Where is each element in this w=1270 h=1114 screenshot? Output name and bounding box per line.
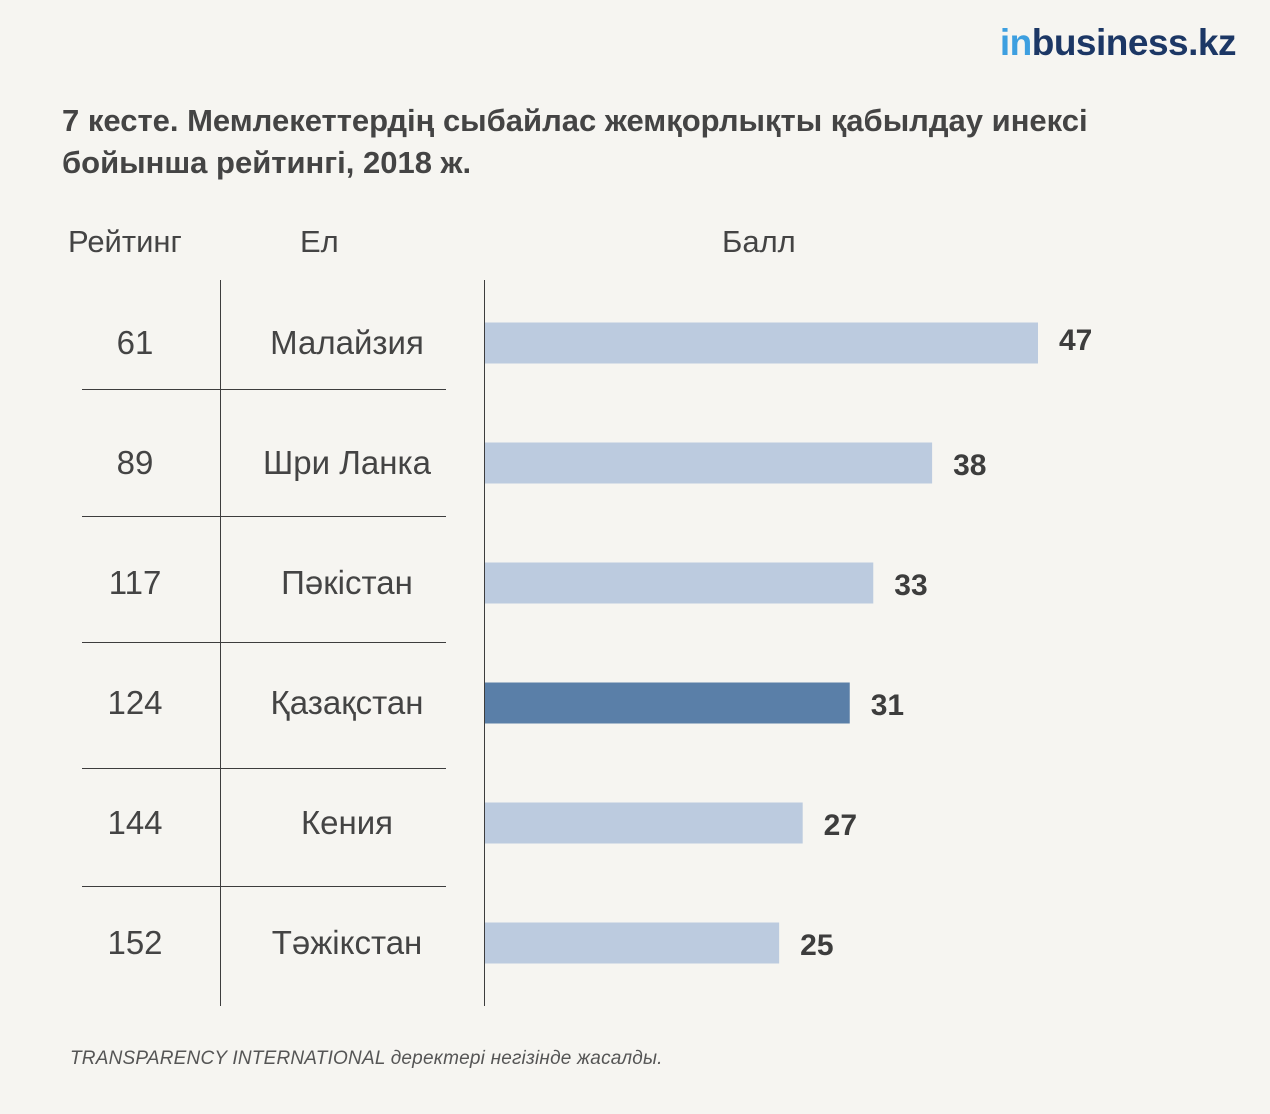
chart-title: 7 кесте. Мемлекеттердің сыбайлас жемқорл… <box>62 103 1088 180</box>
country-label: Тәжікстан <box>272 924 423 961</box>
country-label: Қазақстан <box>271 684 424 721</box>
bar <box>485 922 780 964</box>
rank-label: 144 <box>107 804 162 841</box>
logo-rest: business.kz <box>1031 22 1237 63</box>
rank-label: 124 <box>107 684 162 721</box>
country-label: Малайзия <box>270 324 424 361</box>
rank-label: 61 <box>117 324 154 361</box>
country-label: Кения <box>301 804 393 841</box>
bar <box>485 802 803 844</box>
source-note: TRANSPARENCY INTERNATIONAL деректері нег… <box>70 1048 663 1069</box>
logo-prefix: in <box>999 22 1032 63</box>
value-label: 25 <box>800 929 833 962</box>
country-label: Шри Ланка <box>263 444 432 481</box>
rank-label: 117 <box>109 564 162 601</box>
bar <box>485 322 1038 364</box>
rank-label: 152 <box>107 924 162 961</box>
rank-label: 89 <box>117 444 154 481</box>
header-country: Ел <box>300 224 339 259</box>
value-label: 38 <box>953 449 986 482</box>
value-label: 27 <box>824 809 857 842</box>
logo: inbusiness.kz <box>999 22 1237 64</box>
value-label: 31 <box>871 689 904 722</box>
bar <box>485 442 933 484</box>
value-label: 33 <box>894 569 927 602</box>
header-rank: Рейтинг <box>68 224 182 259</box>
header-score: Балл <box>722 224 796 259</box>
value-label: 47 <box>1059 324 1092 357</box>
bar <box>485 562 874 604</box>
bar-highlight <box>485 682 850 724</box>
country-label: Пәкістан <box>281 564 413 601</box>
